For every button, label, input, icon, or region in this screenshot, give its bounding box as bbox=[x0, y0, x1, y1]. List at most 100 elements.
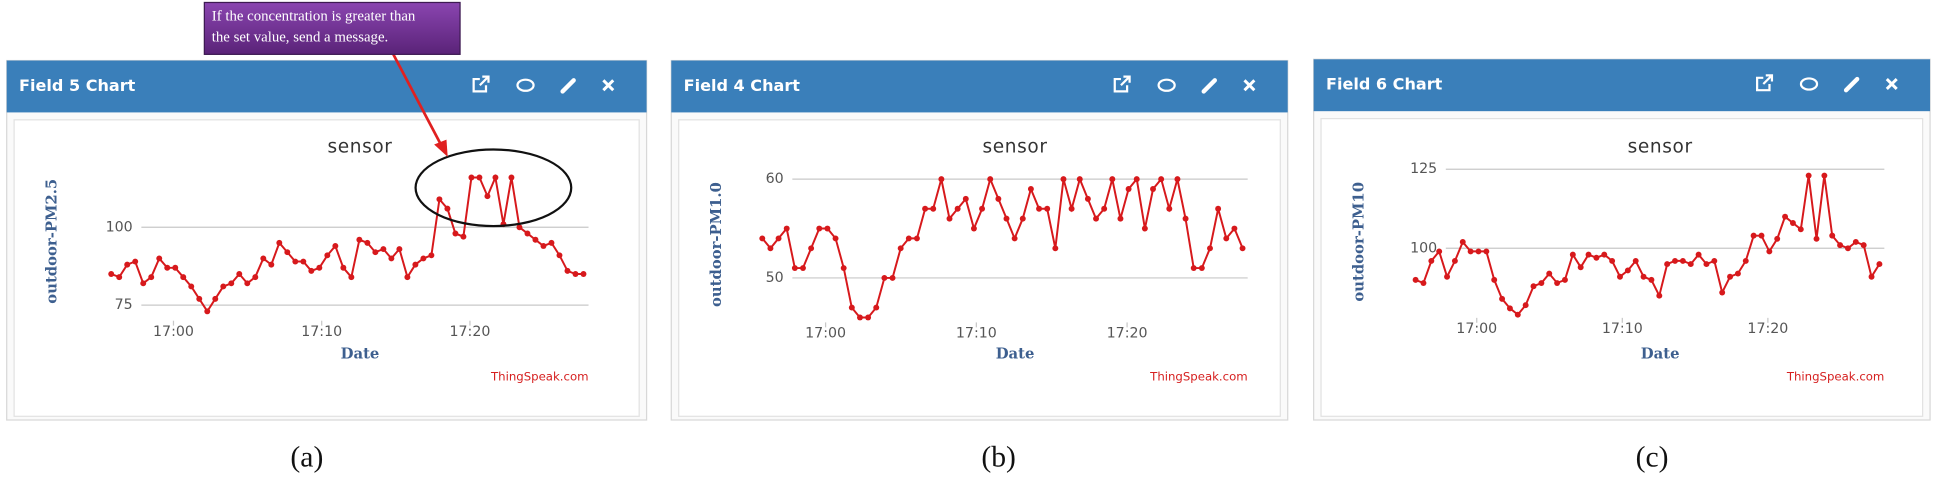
y-tick-label: 75 bbox=[115, 297, 133, 313]
data-point bbox=[132, 258, 139, 265]
data-point bbox=[1734, 270, 1741, 277]
data-line bbox=[1415, 175, 1881, 317]
data-point bbox=[873, 304, 880, 311]
data-point bbox=[116, 274, 123, 281]
icon-close bbox=[1243, 79, 1256, 92]
data-point bbox=[840, 265, 847, 272]
data-point bbox=[516, 224, 523, 231]
data-point bbox=[164, 264, 171, 271]
data-point bbox=[1829, 232, 1836, 239]
data-point bbox=[1166, 205, 1173, 212]
data-point bbox=[1711, 257, 1718, 264]
data-point bbox=[364, 239, 371, 246]
x-tick-label: 17:10 bbox=[1602, 321, 1643, 337]
x-axis-label: Date bbox=[996, 346, 1035, 363]
data-point bbox=[244, 280, 251, 287]
caption: (a) bbox=[290, 441, 323, 473]
data-point bbox=[212, 295, 219, 302]
x-tick-label: 17:20 bbox=[1107, 326, 1148, 342]
data-point bbox=[857, 314, 863, 321]
credit: ThingSpeak.com bbox=[490, 369, 589, 383]
data-point bbox=[1198, 265, 1205, 272]
y-tick-label: 125 bbox=[1410, 161, 1437, 177]
data-point bbox=[1679, 257, 1686, 264]
icon-edit bbox=[1843, 76, 1860, 93]
data-point bbox=[428, 252, 435, 259]
data-point bbox=[124, 261, 131, 268]
data-point bbox=[1750, 232, 1757, 239]
data-point bbox=[1593, 254, 1600, 261]
data-point bbox=[172, 264, 179, 271]
data-point bbox=[412, 261, 419, 268]
x-axis-label: Date bbox=[341, 346, 380, 363]
panel-header bbox=[6, 60, 647, 113]
data-point bbox=[1514, 311, 1521, 318]
data-point bbox=[492, 174, 499, 181]
data-point bbox=[1133, 176, 1140, 183]
data-point bbox=[276, 239, 283, 246]
data-point bbox=[396, 246, 403, 253]
data-point bbox=[832, 235, 839, 242]
data-point bbox=[1577, 264, 1584, 271]
x-tick-label: 17:10 bbox=[301, 324, 342, 340]
data-point bbox=[1036, 205, 1043, 212]
data-point bbox=[444, 205, 451, 212]
data-point bbox=[1207, 245, 1213, 252]
icon-close bbox=[602, 79, 615, 92]
data-point bbox=[1084, 195, 1091, 202]
data-point bbox=[1546, 270, 1553, 277]
data-point bbox=[460, 233, 467, 240]
icon-comment bbox=[516, 78, 535, 92]
data-point bbox=[1174, 176, 1181, 183]
data-point bbox=[1475, 248, 1482, 255]
data-point bbox=[1821, 172, 1828, 179]
data-point bbox=[1060, 176, 1067, 183]
data-point bbox=[236, 271, 243, 277]
data-point bbox=[1444, 273, 1451, 280]
data-point bbox=[970, 225, 977, 232]
data-point bbox=[1719, 289, 1726, 296]
data-point bbox=[791, 265, 798, 272]
data-point bbox=[228, 280, 235, 287]
data-point bbox=[404, 274, 411, 281]
y-tick-label: 100 bbox=[106, 219, 133, 235]
arrow-head bbox=[434, 139, 448, 157]
data-point bbox=[1837, 242, 1844, 249]
icon-edit bbox=[1201, 78, 1217, 94]
annotation-text: If the concentration is greater than bbox=[212, 9, 416, 25]
data-point bbox=[1742, 257, 1749, 264]
data-point bbox=[292, 258, 299, 265]
x-tick-label: 17:20 bbox=[1747, 321, 1788, 337]
panel-header bbox=[671, 60, 1288, 113]
annotation-box bbox=[203, 1, 461, 55]
data-point bbox=[476, 174, 483, 181]
data-point bbox=[1223, 235, 1230, 242]
chart-area bbox=[678, 119, 1281, 417]
chart-area bbox=[1320, 117, 1924, 417]
data-point bbox=[196, 295, 203, 302]
icon-open bbox=[1756, 74, 1774, 92]
data-point bbox=[922, 205, 929, 212]
panel-title: Field 5 Chart bbox=[19, 76, 136, 95]
data-point bbox=[1459, 238, 1466, 245]
y-axis-label: outdoor-PM1.0 bbox=[708, 182, 725, 307]
data-point bbox=[1727, 273, 1734, 280]
data-point bbox=[580, 271, 587, 277]
data-point bbox=[1782, 213, 1789, 220]
data-point bbox=[556, 252, 563, 259]
data-point bbox=[1561, 276, 1568, 283]
data-point bbox=[962, 195, 969, 202]
data-point bbox=[220, 283, 227, 290]
data-point bbox=[1076, 176, 1083, 183]
y-tick-label: 50 bbox=[766, 270, 784, 286]
data-point bbox=[987, 176, 994, 183]
data-point bbox=[1052, 245, 1059, 252]
panel-title: Field 6 Chart bbox=[1326, 75, 1443, 94]
data-point bbox=[1412, 276, 1419, 283]
data-point bbox=[1766, 248, 1773, 255]
data-line bbox=[761, 176, 1244, 319]
data-point bbox=[1109, 176, 1116, 183]
annotation-arrow bbox=[392, 53, 443, 147]
icon-close bbox=[1885, 78, 1898, 90]
data-point bbox=[1569, 251, 1576, 258]
